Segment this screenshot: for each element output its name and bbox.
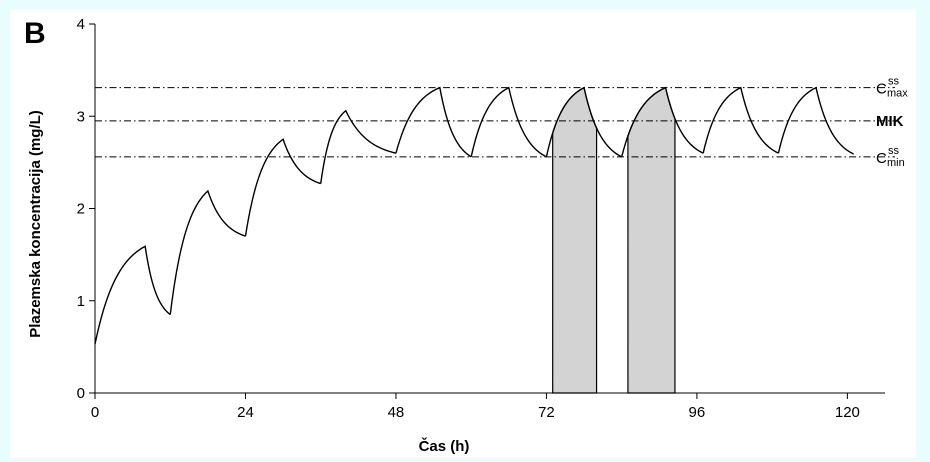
shaded-region <box>627 86 676 394</box>
concentration-curve <box>94 86 854 345</box>
shaded-region <box>552 87 598 394</box>
y-tick-label: 0 <box>77 385 85 402</box>
reference-label-mik: MIK <box>876 113 904 130</box>
shaded-regions <box>552 86 676 394</box>
y-axis-title: Plazemska koncentracija (mg/L) <box>27 110 44 338</box>
svg-text:max: max <box>887 88 908 100</box>
svg-text:min: min <box>887 157 905 169</box>
panel-label: B <box>24 17 46 50</box>
curve-segment <box>777 86 854 155</box>
curve-segment <box>470 86 547 158</box>
x-axis-title: Čas (h) <box>419 437 470 455</box>
svg-text:ss: ss <box>888 145 900 157</box>
svg-text:ss: ss <box>888 76 900 88</box>
curve-segment <box>620 86 704 158</box>
curve-segment <box>94 245 171 345</box>
svg-text:C: C <box>876 81 887 98</box>
curve-segment <box>395 86 472 158</box>
curve-segment <box>320 109 397 184</box>
x-tick-label: 0 <box>91 404 99 421</box>
x-axis-ticks: 0 24 48 72 96 120 <box>91 393 860 421</box>
y-tick-label: 1 <box>77 293 85 310</box>
figure-frame: B 0 1 2 3 4 0 24 48 72 96 120 Čas (h) Plazemska k… <box>10 9 916 458</box>
curve-segment <box>169 189 246 315</box>
concentration-chart: B 0 1 2 3 4 0 24 48 72 96 120 Čas (h) Plazemska k… <box>24 16 908 455</box>
curve-segment <box>244 138 321 237</box>
x-tick-label: 72 <box>538 404 555 421</box>
y-tick-label: 3 <box>77 108 85 125</box>
curve-segment <box>702 86 779 154</box>
y-tick-label: 2 <box>77 201 85 218</box>
y-axis-ticks: 0 1 2 3 4 <box>77 16 95 402</box>
x-tick-label: 96 <box>689 404 706 421</box>
reference-lines <box>95 87 895 158</box>
y-tick-label: 4 <box>77 16 85 33</box>
x-tick-label: 120 <box>835 404 860 421</box>
x-tick-label: 24 <box>237 404 254 421</box>
curve-segment <box>545 86 622 158</box>
x-tick-label: 48 <box>388 404 405 421</box>
svg-text:C: C <box>876 150 887 167</box>
